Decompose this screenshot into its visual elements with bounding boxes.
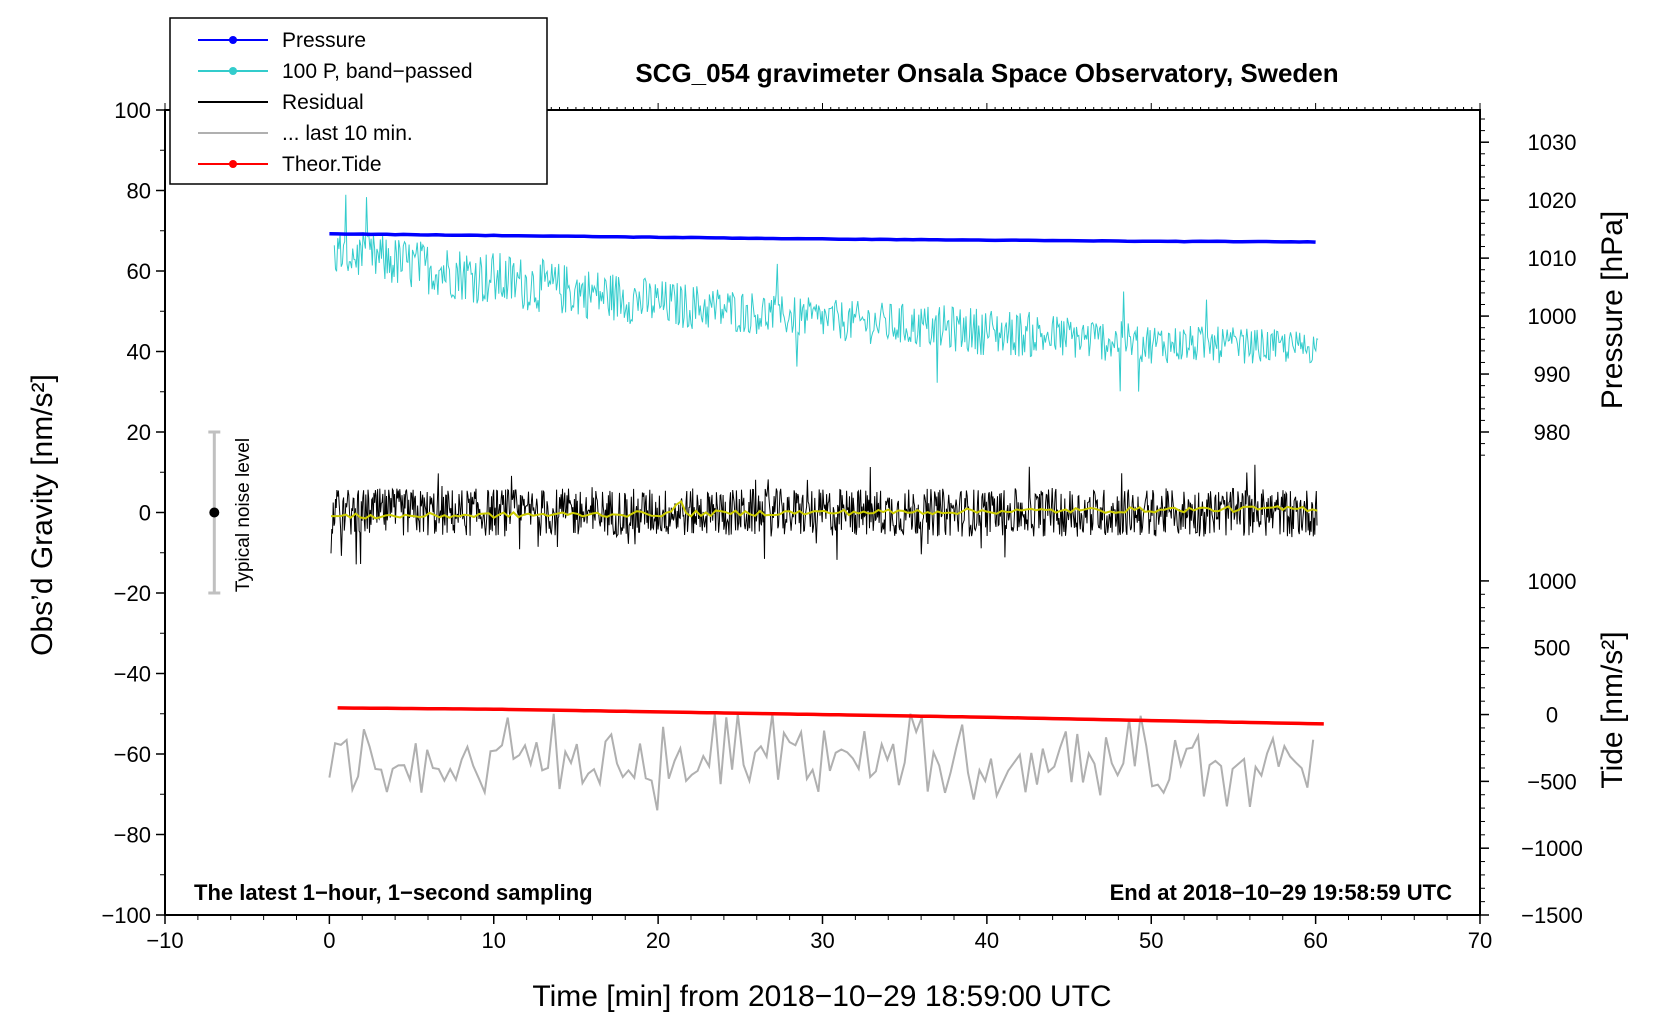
legend-label: 100 P, band−passed <box>282 60 473 83</box>
x-tick-label: 60 <box>1303 928 1327 953</box>
pressure-tick-label: 990 <box>1534 362 1571 387</box>
y-axis-label-left: Obs’d Gravity [nm/s²] <box>26 374 59 656</box>
y-tick-label: 60 <box>127 259 151 284</box>
series-layer <box>328 194 1324 811</box>
y-tick-label: −40 <box>114 662 151 687</box>
tide-tick-label: 0 <box>1546 703 1558 728</box>
axes-layer: −10 0 10 20 30 40 50 60 70100806040200−20−40−60−… <box>101 98 1582 953</box>
y-tick-label: 80 <box>127 179 151 204</box>
legend-label: Residual <box>282 91 364 114</box>
x-tick-label: 0 <box>323 928 335 953</box>
legend: Pressure 100 P, band−passed Residual ... la… <box>169 17 548 185</box>
x-tick-label: 10 <box>482 928 506 953</box>
legend-label: ... last 10 min. <box>282 122 413 145</box>
y-tick-label: −100 <box>101 903 151 928</box>
x-axis-label: Time [min] from 2018−10−29 18:59:00 UTC <box>532 980 1111 1013</box>
x-tick-label: 70 <box>1468 928 1492 953</box>
y-tick-label: −60 <box>114 742 151 767</box>
pressure-tick-label: 1010 <box>1528 246 1577 271</box>
series-last-10-min <box>328 713 1315 811</box>
tide-tick-label: −1000 <box>1521 836 1583 861</box>
x-tick-label: 50 <box>1139 928 1163 953</box>
legend-label: Theor.Tide <box>282 153 382 176</box>
pressure-tick-label: 1030 <box>1528 130 1577 155</box>
y-axis-label-pressure: Pressure [hPa] <box>1596 211 1629 409</box>
series-pressure <box>329 232 1316 244</box>
legend-marker <box>229 67 237 75</box>
noise-level-label: Typical noise level <box>233 438 254 592</box>
noise-level-indicator: Typical noise level <box>208 430 254 595</box>
x-tick-label: 40 <box>975 928 999 953</box>
pressure-tick-label: 980 <box>1534 420 1571 445</box>
tide-tick-label: −1500 <box>1521 903 1583 928</box>
y-tick-label: 0 <box>139 501 151 526</box>
series-band-passed-pressure <box>333 194 1319 392</box>
legend-marker <box>229 160 237 168</box>
y-axis-label-tide: Tide [nm/s²] <box>1596 631 1629 788</box>
sampling-annotation: The latest 1−hour, 1−second sampling <box>194 880 593 905</box>
tide-tick-label: −500 <box>1527 769 1577 794</box>
series-smoothed-residual <box>331 500 1318 520</box>
y-tick-label: 40 <box>127 340 151 365</box>
y-tick-label: −20 <box>114 581 151 606</box>
pressure-tick-label: 1020 <box>1528 188 1577 213</box>
y-tick-label: 20 <box>127 420 151 445</box>
noise-bar-center-dot <box>209 507 220 518</box>
chart-title: SCG_054 gravimeter Onsala Space Observat… <box>635 58 1338 88</box>
pressure-tick-label: 1000 <box>1528 304 1577 329</box>
legend-label: Pressure <box>282 29 366 52</box>
end-time-annotation: End at 2018−10−29 19:58:59 UTC <box>1110 880 1453 905</box>
tide-tick-label: 1000 <box>1528 569 1577 594</box>
series-residual <box>330 464 1318 565</box>
x-tick-label: −10 <box>146 928 183 953</box>
y-tick-label: −80 <box>114 823 151 848</box>
x-tick-label: 20 <box>646 928 670 953</box>
y-tick-label: 100 <box>114 98 151 123</box>
series-theor-tide <box>337 706 1324 726</box>
tide-tick-label: 500 <box>1534 636 1571 661</box>
x-tick-label: 30 <box>810 928 834 953</box>
legend-marker <box>229 36 237 44</box>
